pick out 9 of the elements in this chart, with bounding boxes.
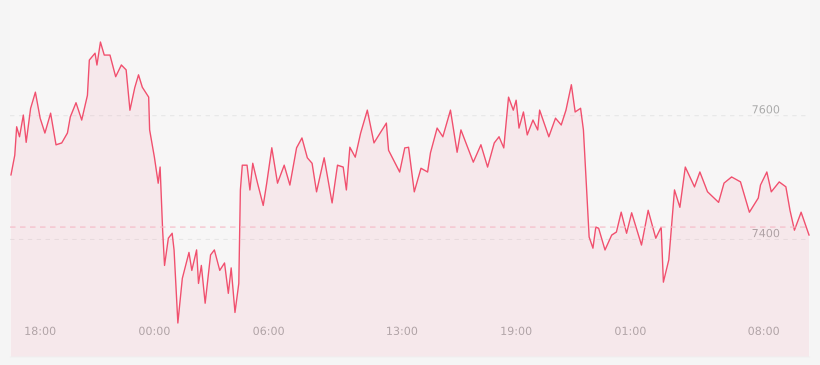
x-tick-label: 18:00 xyxy=(25,326,56,336)
x-tick-label: 00:00 xyxy=(139,326,170,336)
y-tick-label: 7400 xyxy=(752,228,780,238)
x-tick-label: 13:00 xyxy=(387,326,418,336)
x-tick-label: 19:00 xyxy=(501,326,532,336)
y-tick-label: 7600 xyxy=(752,105,780,114)
x-tick-label: 06:00 xyxy=(253,326,284,336)
x-tick-label: 08:00 xyxy=(748,326,779,336)
x-tick-label: 01:00 xyxy=(615,326,646,336)
